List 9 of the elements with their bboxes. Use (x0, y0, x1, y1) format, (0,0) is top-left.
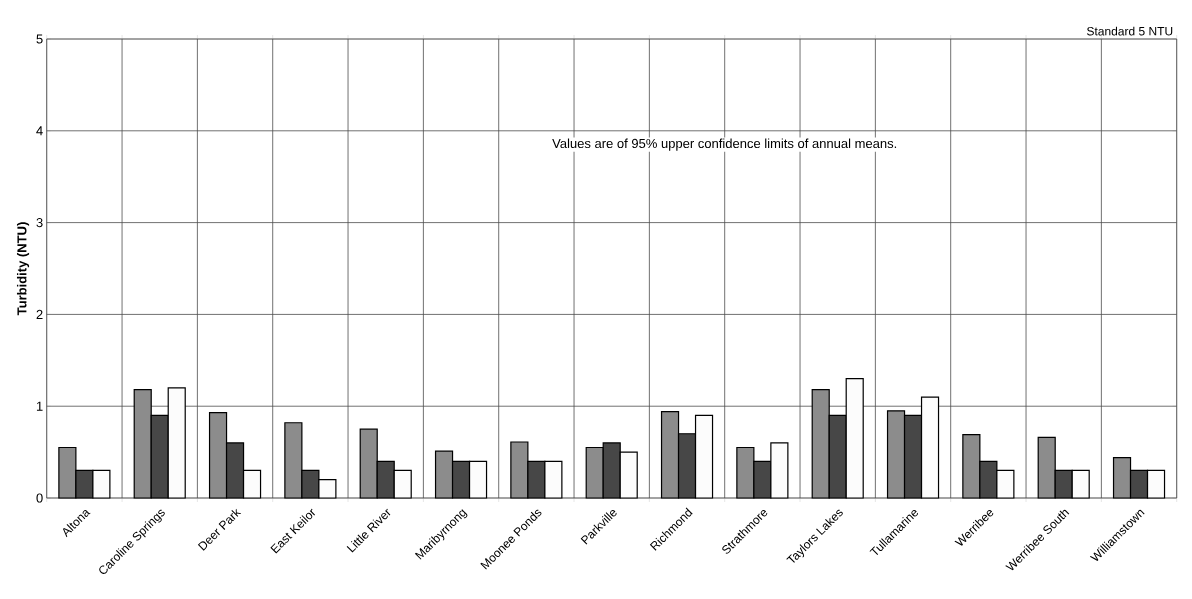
text: Standard 5 NTU (1087, 26, 1173, 36)
y-axis-title: Turbidity (NTU) (16, 222, 30, 316)
y-tick-label: 1 (36, 401, 43, 411)
y-tick-label: 4 (36, 126, 43, 136)
annotation: Values are of 95% upper confidence limits of annual means. (552, 138, 897, 151)
y-tick-label: 3 (36, 218, 43, 228)
y-tick-label: 5 (36, 34, 43, 44)
y-tick-label: 2 (36, 309, 43, 319)
y-tick-label: 0 (36, 493, 43, 503)
